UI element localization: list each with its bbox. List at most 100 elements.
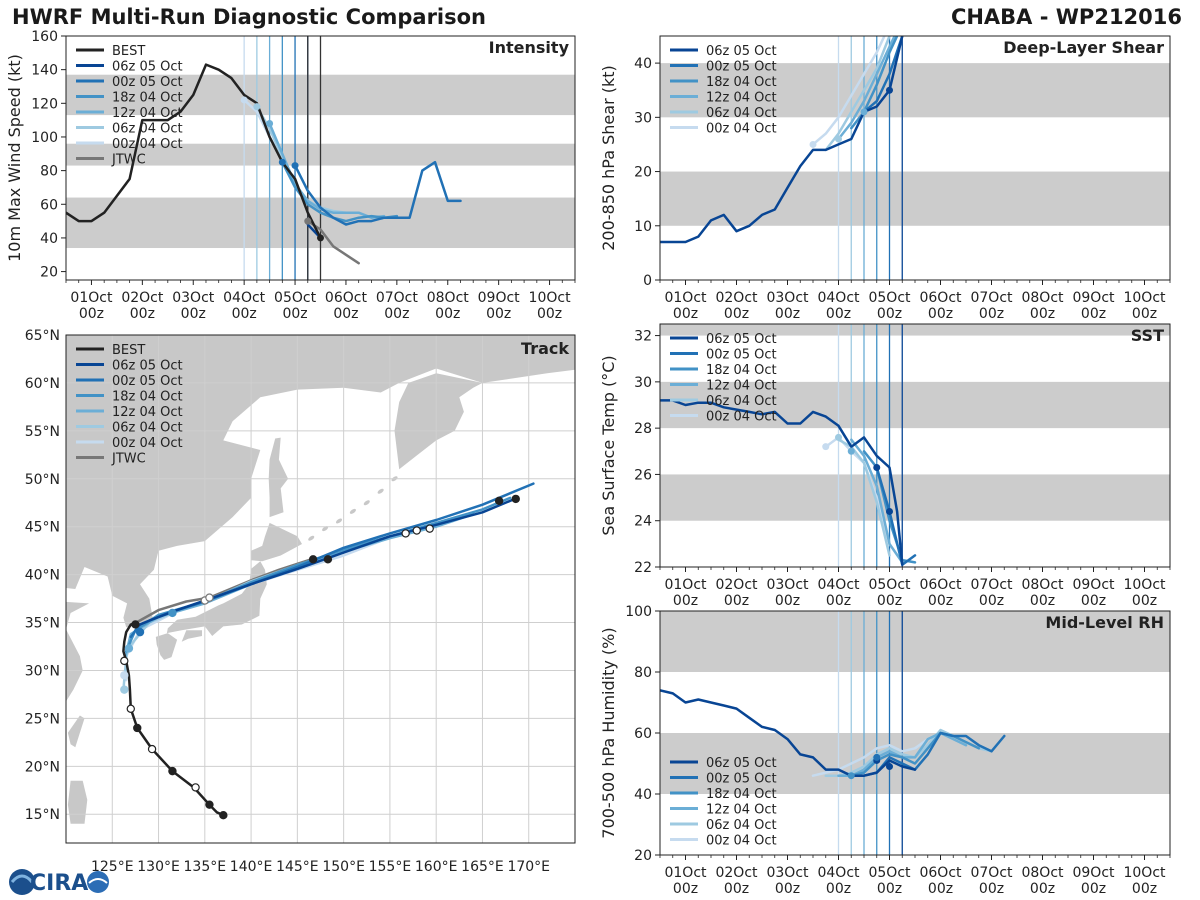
sst-ytick-label: 22 [634,560,652,576]
track-ytick-label: 15°N [25,807,60,823]
rh-legend-label: 12z 04 Oct [706,803,777,818]
intensity-ytick-label: 60 [40,197,58,213]
intensity-xtick-hour: 00z [181,306,206,322]
sst-ytick-label: 24 [634,514,652,530]
intensity-xtick-day: 04Oct [223,290,266,306]
shear-legend-label: 06z 04 Oct [706,106,777,121]
shear-xtick-day: 03Oct [766,290,809,306]
track-point [126,704,135,714]
track-legend-label: 12z 04 Oct [112,405,183,420]
shear-xtick-hour: 00z [877,306,902,322]
track-ytick-label: 50°N [25,472,60,488]
rh-xtick-hour: 00z [979,881,1004,897]
storm-title: CHABA - WP212016 [950,5,1182,29]
shear-xtick-day: 07Oct [970,290,1013,306]
track-xtick-label: 125°E [91,859,134,875]
track-point [133,723,142,733]
sst-xtick-hour: 00z [1132,593,1157,609]
sst-panel: 01Oct00z02Oct00z03Oct00z04Oct00z05Oct00z… [599,323,1171,609]
track-point [205,800,214,809]
sst-xtick-hour: 00z [1081,593,1106,609]
shear-ytick-label: 20 [634,165,652,181]
track-point [120,671,129,680]
sst-xtick-day: 07Oct [970,577,1013,593]
rh-xtick-hour: 00z [928,881,953,897]
intensity-xtick-day: 07Oct [376,290,419,306]
sst-point [835,433,842,441]
intensity-xtick-hour: 00z [79,306,104,322]
sst-title: SST [1131,326,1164,345]
track-xtick-label: 160°E [415,859,458,875]
rh-xtick-day: 08Oct [1021,865,1064,881]
sst-ytick-label: 28 [634,421,652,437]
sst-xtick-hour: 00z [1030,593,1055,609]
sst-xtick-hour: 00z [775,593,800,609]
sst-legend-label: 06z 04 Oct [706,394,777,409]
track-xtick-label: 135°E [184,859,227,875]
track-point [120,685,129,694]
intensity-xtick-day: 09Oct [478,290,521,306]
rh-xtick-hour: 00z [1132,881,1157,897]
sst-xtick-day: 05Oct [868,577,911,593]
cira-logo-icon: CIRA [9,869,109,896]
track-xtick-label: 130°E [137,859,180,875]
track-frame [65,334,576,844]
rh-xtick-day: 01Oct [664,865,707,881]
intensity-xtick-day: 05Oct [274,290,317,306]
kuril-island [335,518,343,524]
sst-series-line [875,466,917,566]
track-point [308,555,318,564]
shear-xtick-hour: 00z [1030,306,1055,322]
intensity-ytick-label: 20 [40,265,58,281]
track-point [205,593,214,602]
sst-legend-label: 00z 04 Oct [706,410,777,425]
track-legend-label: 00z 05 Oct [112,374,183,389]
intensity-xtick-hour: 00z [384,306,409,322]
shear-xtick-day: 05Oct [868,290,911,306]
rh-ytick-label: 40 [634,787,652,803]
track-point [147,744,157,754]
track-point [219,811,228,820]
sst-xtick-hour: 00z [979,593,1004,609]
intensity-point [240,96,248,104]
shear-legend-label: 06z 05 Oct [706,44,777,59]
sst-xtick-hour: 00z [724,593,749,609]
sst-xtick-day: 09Oct [1072,577,1115,593]
sst-legend-label: 00z 05 Oct [706,348,777,363]
shear-xtick-hour: 00z [979,306,1004,322]
track-point [412,526,421,535]
rh-series-group [660,689,1006,780]
shear-xtick-hour: 00z [775,306,800,322]
rh-xtick-day: 06Oct [919,865,962,881]
intensity-legend-label: 00z 05 Oct [112,75,183,90]
track-ytick-label: 45°N [25,520,60,536]
sst-point [873,463,881,471]
sst-legend-label: 18z 04 Oct [706,363,777,378]
rh-legend-label: 06z 04 Oct [706,818,777,833]
rh-band [660,611,1170,672]
shear-panel: 01Oct00z02Oct00z03Oct00z04Oct00z05Oct00z… [599,35,1171,322]
intensity-series-line [306,219,360,265]
track-point [131,620,140,629]
track-point [425,524,434,533]
hokkaido-shape [251,522,302,562]
shear-ytick-label: 40 [634,56,652,72]
track-point [124,644,134,653]
shear-title: Deep-Layer Shear [1003,38,1164,57]
rh-ytick-label: 60 [634,726,652,742]
sst-series-line [837,438,891,557]
sst-xtick-day: 08Oct [1021,577,1064,593]
track-point [511,494,520,504]
intensity-xtick-hour: 00z [435,306,460,322]
intensity-legend-label: 00z 04 Oct [112,137,183,152]
track-legend-label: 06z 05 Oct [112,359,183,374]
track-ytick-label: 55°N [25,424,60,440]
intensity-legend-label: 06z 04 Oct [112,122,183,137]
rh-point [847,772,855,780]
shear-xtick-hour: 00z [826,306,851,322]
intensity-xtick-hour: 00z [486,306,511,322]
sst-series-group [660,399,917,566]
shear-xtick-day: 10Oct [1123,290,1166,306]
intensity-ytick-label: 160 [31,29,58,45]
track-ytick-label: 60°N [25,376,60,392]
